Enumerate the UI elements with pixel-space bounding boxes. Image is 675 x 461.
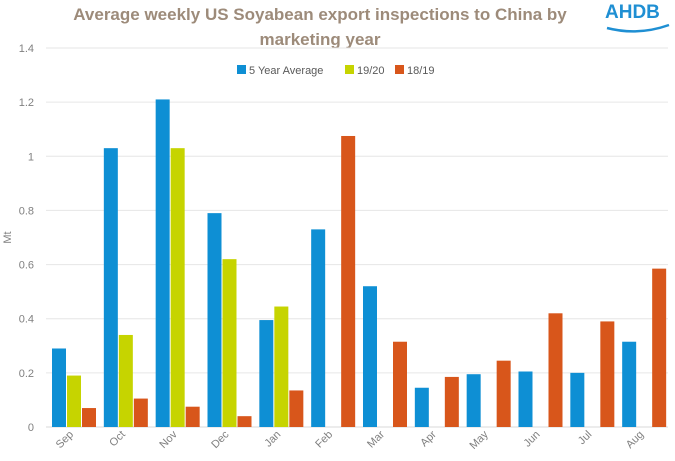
- legend-swatch: [345, 65, 354, 74]
- bar: [311, 229, 326, 427]
- logo-swoosh-icon: [606, 23, 670, 33]
- bar: [518, 371, 533, 427]
- bar: [570, 372, 585, 427]
- bar: [118, 334, 133, 427]
- bar: [393, 341, 407, 427]
- bar: [237, 416, 252, 427]
- bar: [259, 320, 274, 427]
- y-tick-label: 0.4: [19, 314, 34, 326]
- bar: [170, 148, 185, 427]
- ahdb-logo: AHDB: [605, 2, 671, 36]
- x-tick-label: Feb: [313, 429, 335, 451]
- bar: [444, 376, 459, 427]
- legend-label: 18/19: [407, 65, 435, 77]
- bar: [67, 375, 81, 427]
- chart-title-line-2: marketing year: [259, 30, 381, 49]
- logo-text: AHDB: [605, 2, 660, 23]
- legend-swatch: [237, 65, 246, 74]
- x-tick-label: May: [468, 428, 492, 452]
- chart-title: Average weekly US Soyabean export inspec…: [60, 2, 580, 52]
- bar: [289, 390, 304, 427]
- bar: [185, 406, 200, 427]
- bar: [222, 259, 237, 427]
- bar: [341, 135, 356, 427]
- x-tick-label: Jan: [262, 429, 283, 450]
- y-tick-label: 0.2: [19, 368, 34, 380]
- bar: [466, 374, 481, 427]
- bar: [652, 268, 667, 427]
- bar: [274, 306, 289, 427]
- x-tick-label: Dec: [209, 428, 232, 451]
- y-tick-label: 1.4: [19, 43, 34, 55]
- bar: [155, 99, 170, 427]
- legend-label: 5 Year Average: [249, 65, 323, 77]
- bar: [548, 313, 563, 427]
- y-tick-label: 0: [28, 422, 34, 434]
- chart-title-line-1: Average weekly US Soyabean export inspec…: [73, 5, 567, 24]
- bar: [363, 286, 377, 427]
- bar: [82, 408, 96, 427]
- x-tick-label: Aug: [624, 429, 646, 451]
- bar: [52, 348, 66, 427]
- y-tick-label: 1.2: [19, 97, 34, 109]
- bar: [207, 213, 222, 427]
- bar: [496, 360, 511, 427]
- x-tick-label: Oct: [107, 429, 128, 450]
- bar: [622, 341, 637, 427]
- y-tick-label: 0.6: [19, 260, 34, 272]
- y-tick-label: 0.8: [19, 205, 34, 217]
- legend-swatch: [395, 65, 404, 74]
- y-axis-label: Mt: [2, 231, 14, 243]
- x-tick-label: Mar: [365, 428, 387, 450]
- bar: [103, 148, 118, 427]
- x-tick-label: Jun: [522, 429, 543, 450]
- bar: [600, 321, 615, 427]
- bar: [414, 387, 429, 427]
- y-tick-label: 1: [28, 151, 34, 163]
- x-tick-label: Nov: [157, 428, 180, 451]
- x-tick-label: Jul: [576, 429, 594, 447]
- x-tick-label: Apr: [418, 428, 439, 449]
- legend-label: 19/20: [357, 65, 385, 77]
- x-tick-label: Sep: [54, 429, 76, 451]
- bar: [133, 398, 148, 427]
